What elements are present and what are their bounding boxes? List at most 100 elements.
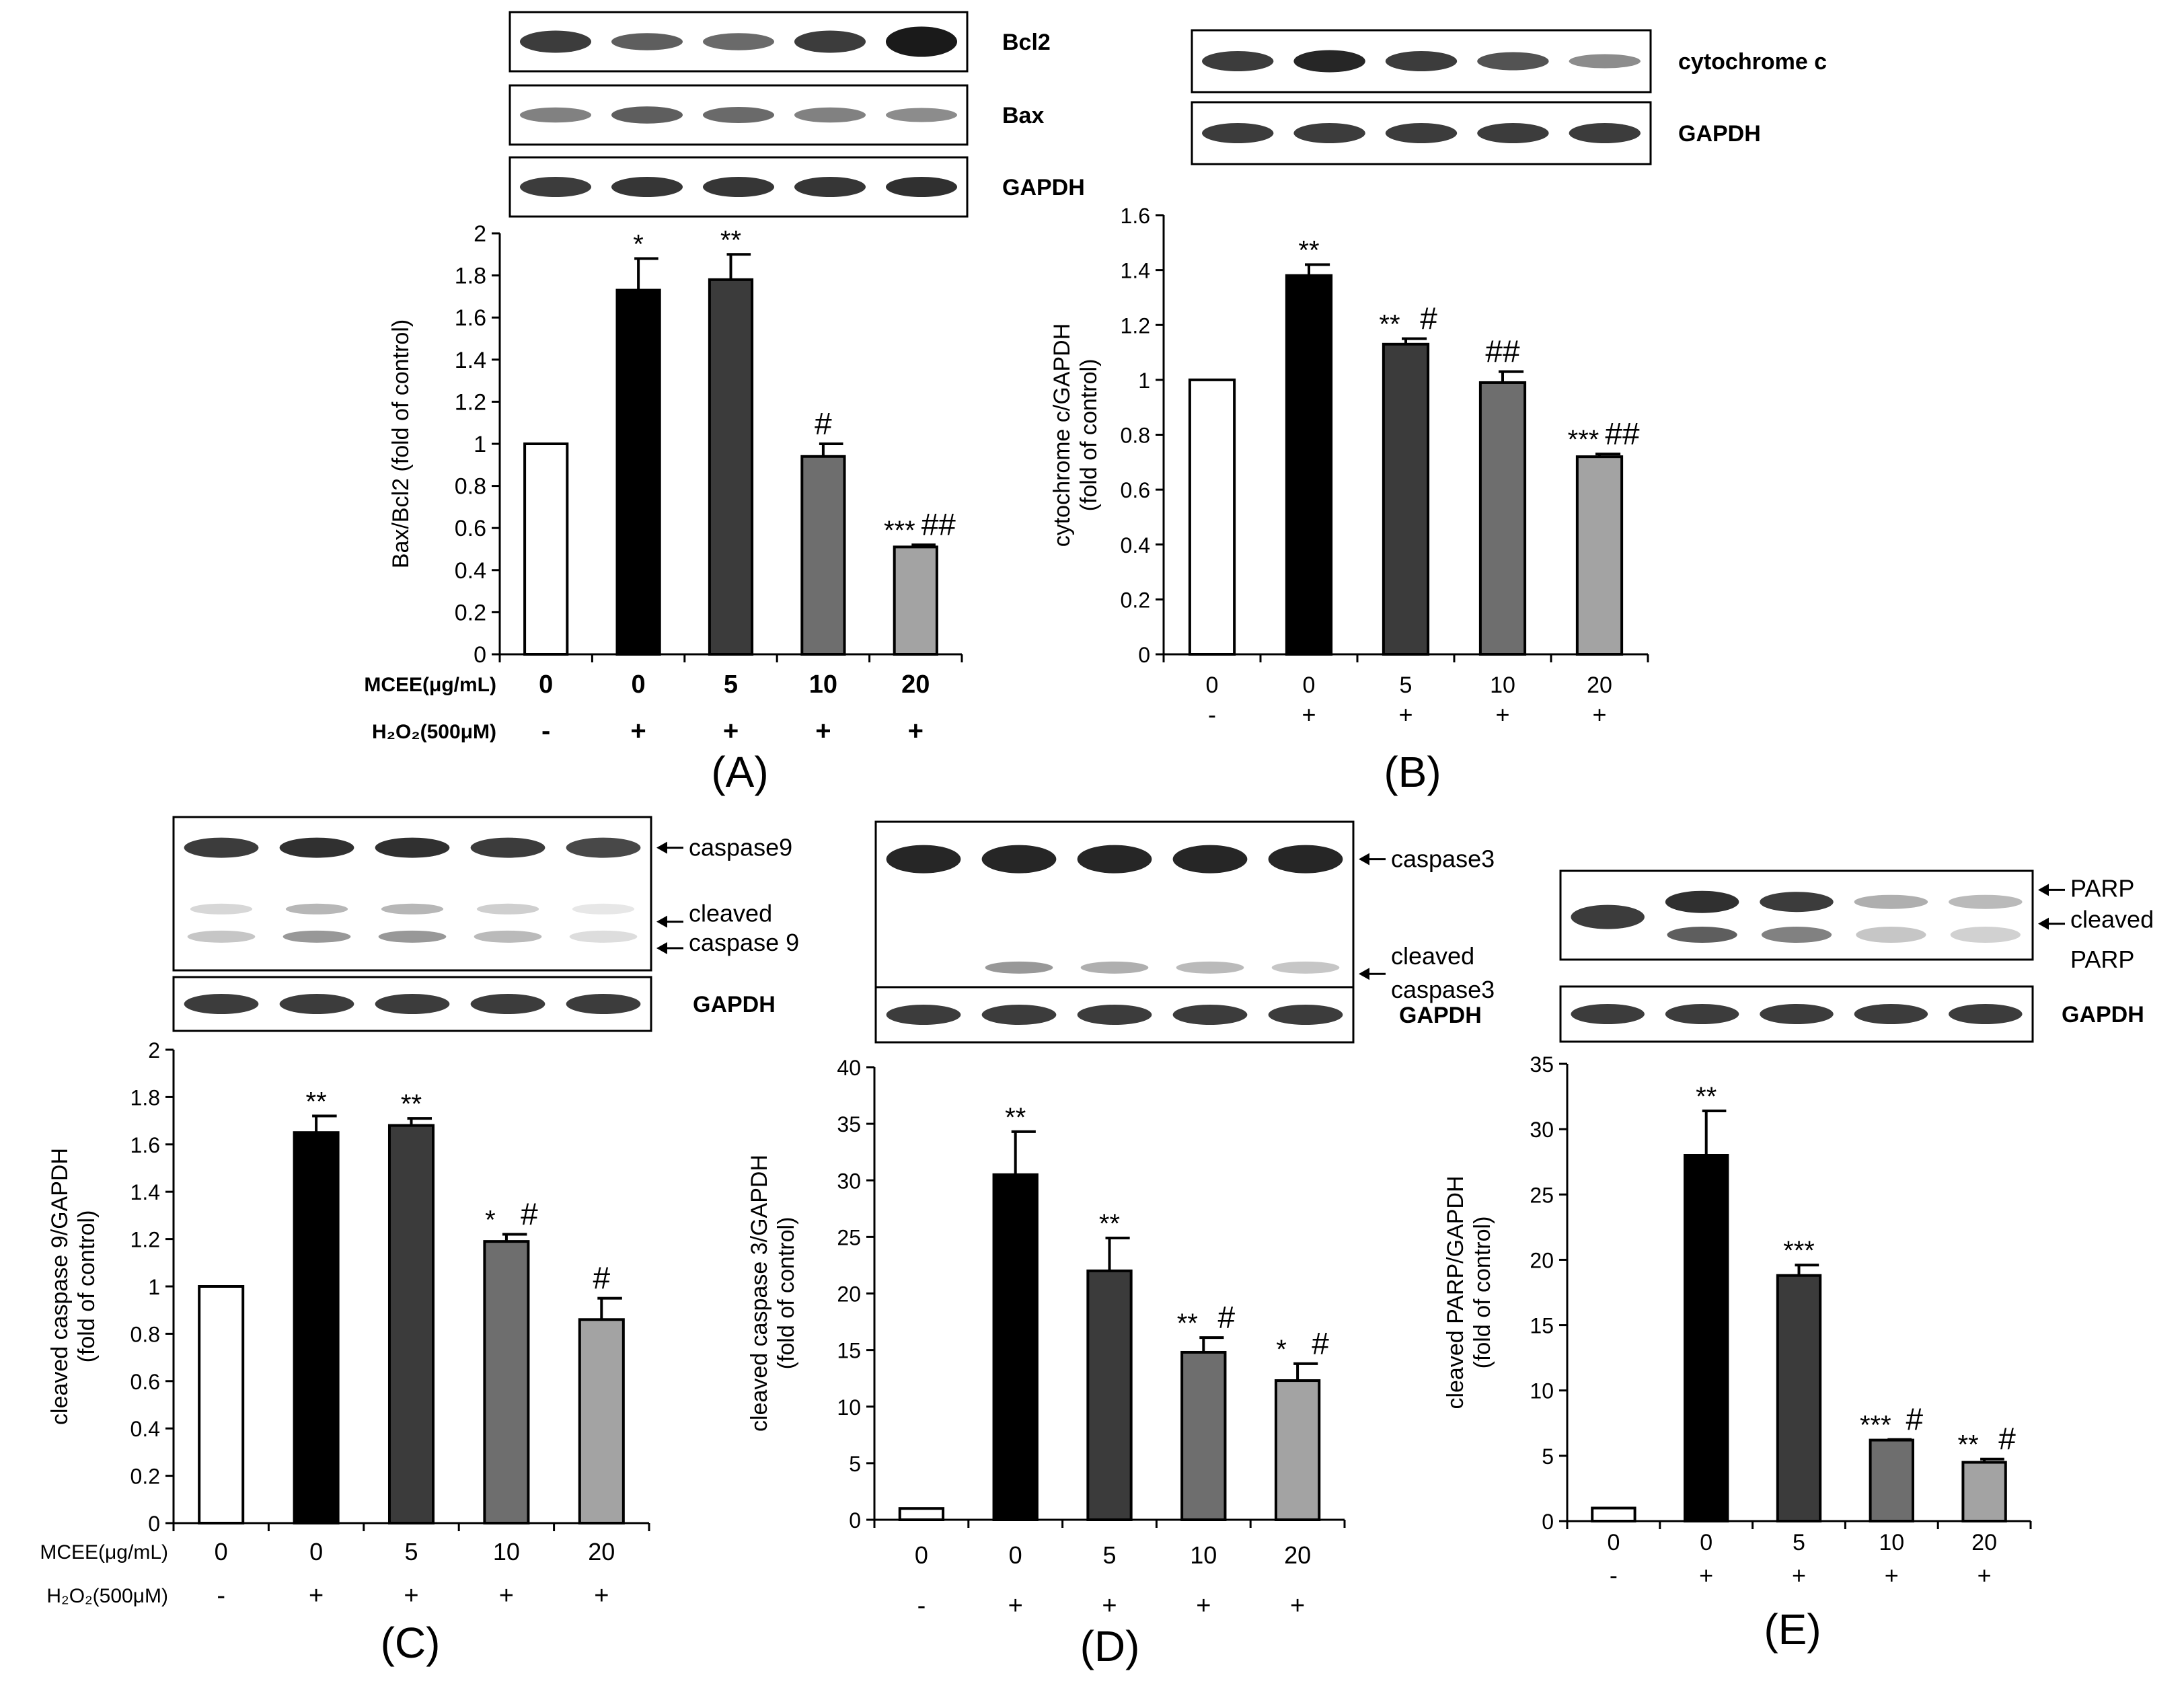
panel-e: PARP cleaved PARP GAPDH 0 5 10 15 20 25 30 35 0 - ** 0 +…	[1443, 869, 2154, 1654]
blot-band	[794, 107, 866, 123]
bar	[708, 278, 754, 656]
y-axis-label-line: (fold of control)	[1076, 359, 1102, 512]
cleaved-band	[187, 930, 256, 943]
panel-label: (D)	[1080, 1622, 1140, 1670]
significance-hash: #	[815, 406, 832, 441]
panel-label: (C)	[381, 1619, 441, 1667]
h2o2-label: +	[1302, 701, 1316, 728]
blot-band	[885, 177, 958, 197]
blot-band	[279, 994, 354, 1014]
x-category-label: 20	[901, 670, 930, 699]
significance-star: ***	[1568, 425, 1599, 455]
bar	[992, 1173, 1039, 1521]
blot-label: cytochrome c	[1678, 49, 1827, 75]
panel-label: (B)	[1384, 748, 1441, 796]
significance-hash: #	[521, 1197, 538, 1232]
arrow-head	[1359, 968, 1369, 980]
h2o2-label: +	[594, 1582, 609, 1610]
blot-band	[1077, 845, 1152, 874]
y-tick-label: 2	[148, 1038, 160, 1062]
blot-label: Bcl2	[1002, 30, 1051, 55]
significance-hash: #	[1998, 1422, 2016, 1457]
blot-band	[1569, 54, 1641, 69]
x-category-label: 10	[809, 670, 837, 699]
cleaved-band	[569, 930, 638, 943]
blot-label: PARP	[2070, 874, 2134, 902]
blot-label: caspase9	[689, 834, 792, 861]
y-tick-label: 0.6	[1121, 478, 1150, 502]
y-tick-label: 15	[1530, 1314, 1554, 1338]
blot-band	[1268, 1005, 1343, 1025]
cleaved-band	[285, 903, 348, 915]
y-axis-label: cleaved PARP/GAPDH(fold of control)	[1443, 1175, 1495, 1409]
blot-band	[1760, 892, 1834, 913]
row-label-mcee: MCEE(μg/mL)	[40, 1541, 168, 1563]
y-tick-label: 0.6	[130, 1370, 160, 1394]
blot-band	[885, 108, 958, 122]
blot-label: GAPDH	[693, 992, 776, 1017]
blot-label: Bax	[1002, 103, 1044, 128]
blot-band	[981, 1005, 1057, 1025]
cleaved-band	[1667, 927, 1737, 943]
blot-band	[611, 177, 683, 197]
y-tick-label: 1	[474, 432, 486, 457]
y-tick-label: 0.8	[455, 474, 486, 500]
h2o2-label: -	[1610, 1561, 1618, 1589]
h2o2-label: +	[404, 1582, 418, 1610]
cleaved-band	[985, 961, 1053, 974]
blot-band	[702, 107, 775, 123]
h2o2-label: +	[1792, 1561, 1806, 1589]
y-tick-label: 35	[1530, 1052, 1554, 1077]
bar	[1575, 455, 1624, 656]
h2o2-label: +	[1699, 1561, 1713, 1589]
y-tick-label: 1.4	[130, 1180, 160, 1204]
h2o2-label: +	[499, 1582, 514, 1610]
cleaved-band	[283, 930, 351, 943]
h2o2-label: +	[815, 716, 831, 746]
significance-hash: #	[593, 1261, 611, 1296]
x-category-label: 20	[1284, 1541, 1311, 1569]
cleaved-band	[572, 903, 635, 915]
blot-label: cleaved	[689, 900, 772, 927]
blot-label: caspase3	[1391, 976, 1495, 1003]
y-tick-label: 5	[1542, 1444, 1554, 1469]
x-category-label: 0	[1009, 1541, 1022, 1569]
x-category-label: 10	[1490, 672, 1515, 698]
bar	[1684, 1154, 1729, 1522]
y-tick-label: 0	[1138, 643, 1150, 667]
panel-d: caspase3cleavedcaspase3GAPDH051015202530…	[747, 820, 1495, 1670]
significance-star: **	[306, 1087, 327, 1117]
blot-band	[794, 177, 866, 197]
arrow-head	[656, 941, 667, 954]
y-tick-label: 1.6	[130, 1133, 160, 1157]
y-tick-label: 1.2	[130, 1228, 160, 1252]
y-tick-label: 0	[1542, 1510, 1554, 1534]
blot-band	[611, 33, 683, 50]
bar	[293, 1131, 340, 1524]
blot-band	[1760, 1004, 1834, 1024]
bar	[615, 288, 661, 656]
bar	[198, 1285, 245, 1524]
bar	[1180, 1350, 1227, 1521]
x-category-label: 0	[915, 1541, 928, 1569]
blot-label: caspase3	[1391, 845, 1495, 873]
panel-a: Bcl2BaxGAPDH00.20.40.60.811.21.41.61.820…	[364, 11, 1085, 796]
y-tick-label: 0	[849, 1508, 861, 1533]
cleaved-band	[190, 903, 253, 915]
blot-band	[279, 837, 354, 858]
blot-label: cleaved	[1391, 942, 1474, 970]
y-axis-label: Bax/Bcl2 (fold of control)	[388, 319, 414, 568]
y-axis-label-line: cytochrome c/GAPDH	[1049, 323, 1075, 547]
blot-band	[1477, 52, 1549, 71]
blot-band	[1172, 1005, 1248, 1025]
bar	[1591, 1506, 1636, 1523]
h2o2-label: -	[917, 1592, 926, 1620]
h2o2-label: +	[1592, 701, 1606, 728]
significance-star: ***	[884, 516, 915, 545]
significance-hash: ##	[1485, 334, 1520, 369]
y-tick-label: 0.6	[455, 516, 486, 541]
y-tick-label: 1.4	[1121, 259, 1150, 283]
x-category-label: 5	[1400, 672, 1413, 698]
significance-hash: #	[1420, 301, 1437, 336]
h2o2-label: +	[908, 716, 924, 746]
